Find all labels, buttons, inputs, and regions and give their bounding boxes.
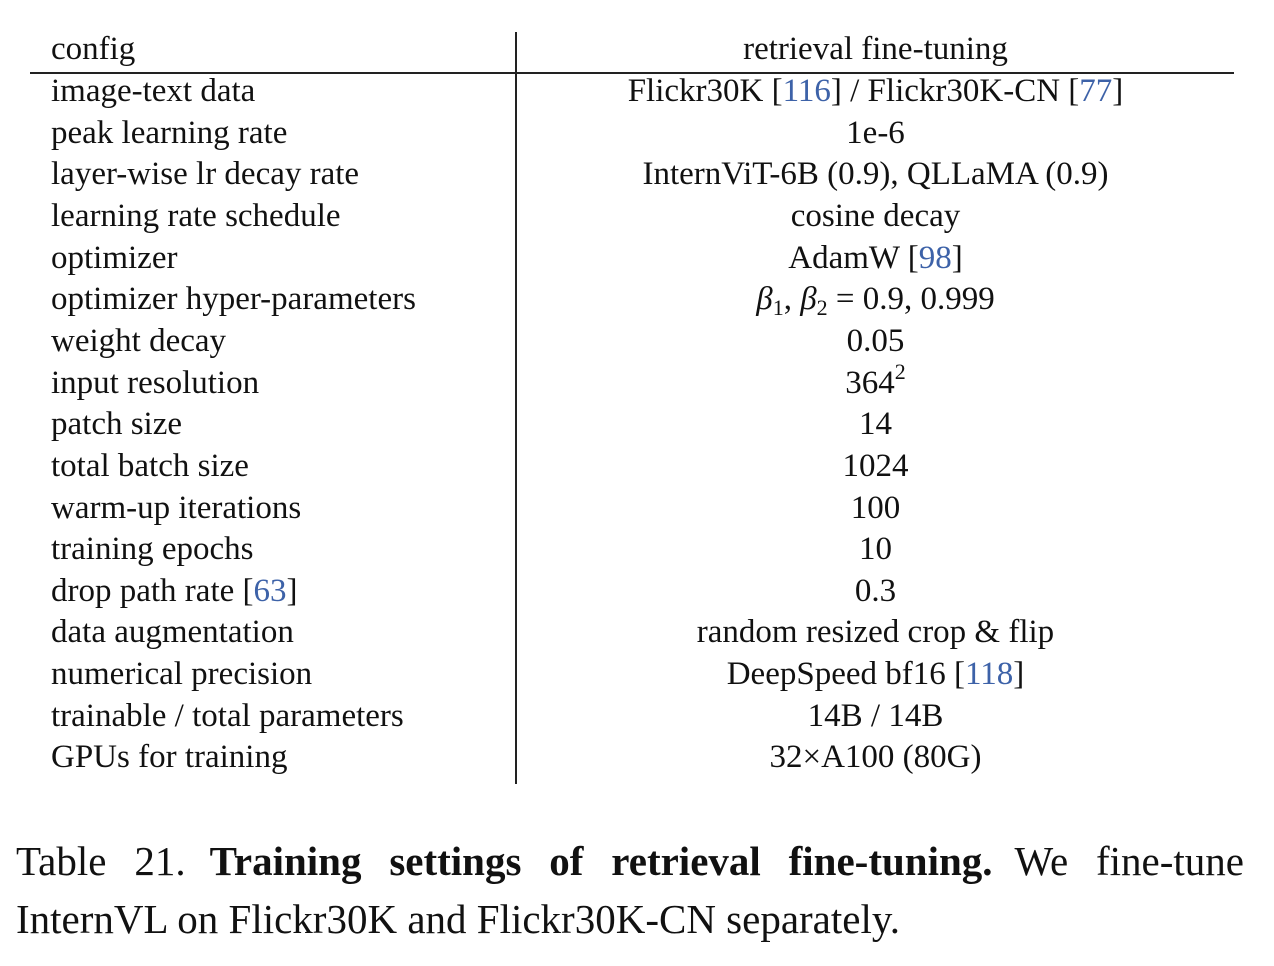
config-value: InternViT-6B (0.9), QLLaMA (0.9) (517, 153, 1234, 195)
config-value-text: 14 (859, 406, 892, 443)
config-name: patch size (51, 406, 183, 443)
config-value-text: 2 (816, 295, 828, 321)
config-value-text: cosine decay (790, 197, 961, 234)
config-value-text: ] (1112, 73, 1124, 109)
table-caption: Table 21. Training settings of retrieval … (16, 832, 1244, 948)
config-value-text: 2 (894, 358, 906, 384)
citation-link[interactable]: 77 (1079, 73, 1113, 109)
config-name: weight decay (51, 322, 227, 359)
config-value: 0.3 (517, 570, 1234, 612)
caption-title: Training settings of retrieval fine-tuni… (209, 838, 993, 884)
config-value-text: ] / Flickr30K-CN [ (830, 73, 1080, 109)
config-value-text: AdamW [ (788, 239, 919, 276)
config-name: optimizer (51, 239, 178, 276)
table-row: training epochs 10 (30, 528, 1234, 570)
config-value-text: InternViT-6B (0.9), QLLaMA (0.9) (642, 156, 1109, 193)
config-name: data augmentation (51, 614, 294, 651)
table-row: data augmentation random resized crop & f… (30, 611, 1234, 653)
config-value: DeepSpeed bf16 [118] (517, 653, 1234, 695)
table-row: GPUs for training 32×A100 (80G) (30, 736, 1234, 778)
table-header-row: config retrieval fine-tuning (30, 28, 1234, 70)
config-name: optimizer hyper-parameters (51, 281, 416, 318)
config-name: layer-wise lr decay rate (51, 156, 360, 193)
config-value-math: β (800, 281, 817, 318)
table-row: learning rate schedule cosine decay (30, 195, 1234, 237)
table-row: peak learning rate 1e-6 (30, 112, 1234, 154)
citation-link[interactable]: 118 (964, 656, 1014, 693)
config-name: warm-up iterations (51, 489, 302, 526)
caption-label: Table 21. (16, 838, 186, 884)
config-name: numerical precision (51, 656, 313, 693)
config-value: random resized crop & flip (517, 611, 1234, 653)
table-row: patch size 14 (30, 403, 1234, 445)
config-value: 0.05 (517, 320, 1234, 362)
config-value: 1e-6 (517, 112, 1234, 154)
config-value-math: β (756, 281, 773, 318)
table-row: layer-wise lr decay rate InternViT-6B (0.… (30, 153, 1234, 195)
config-value-text: = 0.9, 0.999 (827, 281, 995, 318)
config-value: 32×A100 (80G) (517, 736, 1234, 778)
config-value: β1, β2 = 0.9, 0.999 (517, 278, 1234, 320)
config-value-text: 0.05 (846, 322, 905, 359)
column-divider (515, 32, 517, 784)
table-row: image-text data Flickr30K [116] / Flickr3… (30, 70, 1234, 112)
config-name: training epochs (51, 531, 254, 568)
table-row: optimizer AdamW [98] (30, 237, 1234, 279)
config-value-text: 14B / 14B (807, 697, 944, 734)
table-row: weight decay 0.05 (30, 320, 1234, 362)
config-value-text: 10 (859, 531, 892, 568)
citation-link[interactable]: 98 (918, 239, 952, 276)
config-value-text: , (783, 281, 801, 318)
table-row: trainable / total parameters 14B / 14B (30, 695, 1234, 737)
header-config: config (51, 31, 136, 67)
config-name-text: ] (286, 572, 298, 609)
config-name: GPUs for training (51, 739, 288, 776)
config-value-text: Flickr30K [ (627, 73, 783, 109)
config-name: input resolution (51, 364, 260, 401)
config-value-text: 1e-6 (846, 114, 905, 151)
config-value-text: 364 (845, 364, 895, 401)
table-row: numerical precision DeepSpeed bf16 [118] (30, 653, 1234, 695)
config-name: learning rate schedule (51, 197, 341, 234)
config-value: Flickr30K [116] / Flickr30K-CN [77] (517, 70, 1234, 112)
config-value: 1024 (517, 445, 1234, 487)
config-value-text: DeepSpeed bf16 [ (726, 656, 965, 693)
config-value: 100 (517, 487, 1234, 529)
config-name-text: drop path rate [ (51, 572, 254, 609)
config-value-text: ] (951, 239, 963, 276)
config-value: 10 (517, 528, 1234, 570)
config-value-text: 100 (850, 489, 901, 526)
config-value-text: 32×A100 (80G) (769, 739, 982, 776)
config-value-text: 1024 (842, 447, 909, 484)
config-value: 3642 (517, 358, 1234, 404)
config-value-text: random resized crop & flip (696, 614, 1055, 651)
caption-text: We fine-tune InternVL on Flickr30K and F… (16, 838, 1244, 942)
table-row: total batch size 1024 (30, 445, 1234, 487)
config-name: peak learning rate (51, 114, 288, 151)
config-name: total batch size (51, 447, 249, 484)
table-row: warm-up iterations 100 (30, 487, 1234, 529)
config-value: AdamW [98] (517, 237, 1234, 279)
config-value-text: 1 (772, 295, 784, 321)
config-name: trainable / total parameters (51, 697, 404, 734)
header-value: retrieval fine-tuning (743, 31, 1008, 67)
config-value: 14 (517, 403, 1234, 445)
config-value: 14B / 14B (517, 695, 1234, 737)
citation-link[interactable]: 63 (253, 572, 287, 609)
config-value: cosine decay (517, 195, 1234, 237)
table-row: drop path rate [63] 0.3 (30, 570, 1234, 612)
config-name: drop path rate [63] (51, 570, 298, 612)
table-row: input resolution 3642 (30, 358, 1234, 404)
config-value-text: ] (1013, 656, 1025, 693)
config-value-text: 0.3 (854, 572, 897, 609)
table-row: optimizer hyper-parameters β1, β2 = 0.9, … (30, 278, 1234, 320)
citation-link[interactable]: 116 (782, 73, 831, 109)
config-name: image-text data (51, 73, 256, 109)
header-rule (30, 72, 1234, 74)
